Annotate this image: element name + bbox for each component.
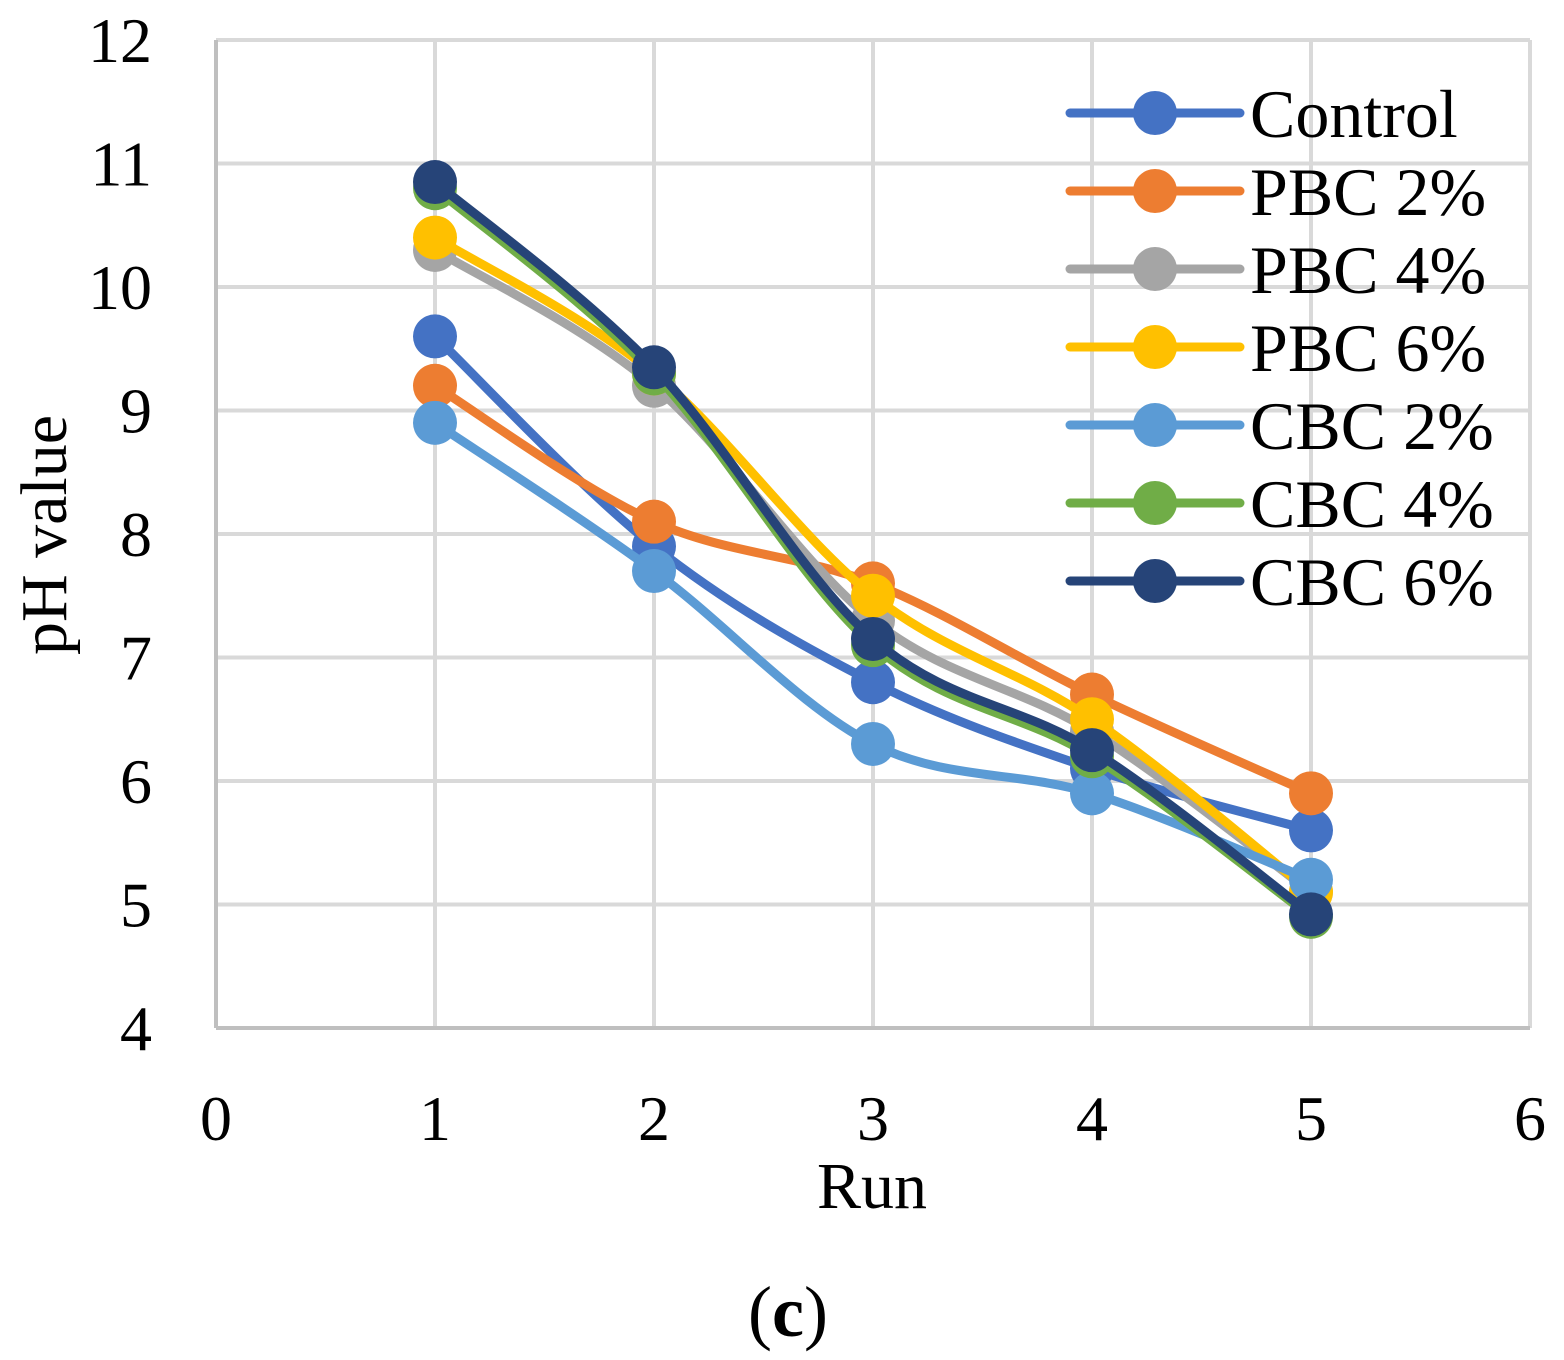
x-tick-label: 0 xyxy=(200,1083,232,1154)
data-point xyxy=(1289,892,1333,937)
y-tick-label: 7 xyxy=(120,623,152,694)
data-point xyxy=(851,573,895,618)
legend-item: CBC 2% xyxy=(1065,388,1494,464)
legend-label: CBC 4% xyxy=(1250,466,1494,542)
x-tick-label: 3 xyxy=(857,1083,889,1154)
legend-item: Control xyxy=(1065,76,1458,152)
y-tick-label: 8 xyxy=(120,499,152,570)
legend-label: Control xyxy=(1250,76,1458,152)
panel-label-close: ) xyxy=(804,1272,828,1352)
y-tick-label: 12 xyxy=(88,5,152,76)
legend-label: CBC 2% xyxy=(1250,388,1494,464)
data-point xyxy=(851,721,895,766)
y-tick-label: 9 xyxy=(120,376,152,447)
x-tick-label: 2 xyxy=(638,1083,670,1154)
data-point xyxy=(632,549,676,594)
data-point xyxy=(1070,771,1114,816)
data-point xyxy=(1289,771,1333,816)
y-tick-label: 6 xyxy=(120,746,152,817)
y-tick-label: 10 xyxy=(88,252,152,323)
data-point xyxy=(413,400,457,445)
legend-swatch-marker xyxy=(1133,559,1177,603)
x-axis-title: Run xyxy=(817,1150,927,1223)
axes xyxy=(214,40,1530,1030)
x-tick-label: 1 xyxy=(419,1083,451,1154)
series-cbc-6- xyxy=(413,160,1333,937)
data-point xyxy=(413,215,457,260)
series-cbc-2- xyxy=(413,400,1333,902)
legend-swatch-marker xyxy=(1133,169,1177,213)
data-point xyxy=(413,160,457,205)
legend-swatch-marker xyxy=(1133,91,1177,135)
data-point xyxy=(1289,808,1333,853)
series-lines xyxy=(413,160,1333,939)
legend-swatch-marker xyxy=(1133,481,1177,525)
data-point xyxy=(851,616,895,661)
x-tick-labels: 0 1 2 3 4 5 6 xyxy=(200,1083,1546,1154)
y-tick-label: 11 xyxy=(90,129,152,200)
legend-label: PBC 4% xyxy=(1250,232,1486,308)
legend-item: PBC 6% xyxy=(1065,310,1486,386)
data-point xyxy=(1070,728,1114,773)
panel-label-open: ( xyxy=(748,1272,772,1352)
legend-item: CBC 6% xyxy=(1065,544,1494,620)
data-point xyxy=(1289,857,1333,902)
y-tick-label: 5 xyxy=(120,870,152,941)
x-tick-label: 6 xyxy=(1514,1083,1546,1154)
legend-item: PBC 4% xyxy=(1065,232,1486,308)
legend-swatch-marker xyxy=(1133,325,1177,369)
legend-label: PBC 6% xyxy=(1250,310,1486,386)
data-point xyxy=(851,660,895,705)
data-point xyxy=(1070,697,1114,742)
y-tick-label: 4 xyxy=(120,993,152,1064)
data-point xyxy=(413,314,457,359)
data-point xyxy=(413,363,457,408)
legend-swatch-marker xyxy=(1133,403,1177,447)
x-tick-label: 5 xyxy=(1295,1083,1327,1154)
legend-swatch-marker xyxy=(1133,247,1177,291)
data-point xyxy=(632,345,676,390)
legend-label: CBC 6% xyxy=(1250,544,1494,620)
legend-item: PBC 2% xyxy=(1065,154,1486,230)
y-tick-labels: 4 5 6 7 8 9 10 11 12 xyxy=(88,5,152,1064)
panel-label: (c) xyxy=(748,1272,828,1352)
legend-label: PBC 2% xyxy=(1250,154,1486,230)
panel-label-letter: c xyxy=(772,1272,804,1352)
legend-item: CBC 4% xyxy=(1065,466,1494,542)
x-tick-label: 4 xyxy=(1076,1083,1108,1154)
data-point xyxy=(632,499,676,544)
y-axis-title: pH value xyxy=(8,415,81,655)
